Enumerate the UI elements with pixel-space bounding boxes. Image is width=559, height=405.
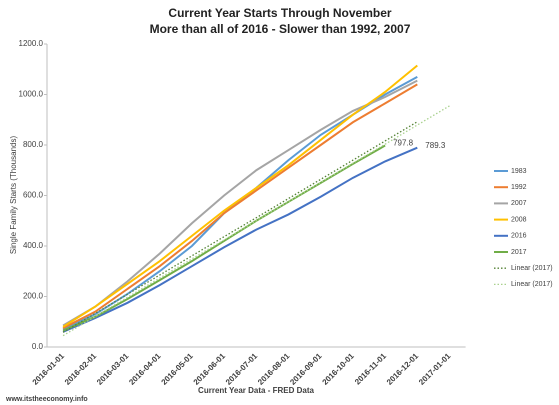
footer: www.itstheeconomy.info [5,396,88,403]
series-line [62,79,418,327]
legend-label: 1983 [511,168,527,175]
legend-label: Linear (2017) [511,281,553,288]
y-tick-label: 200.0 [23,292,44,301]
series-line [62,105,450,337]
y-axis-title: Single Family Starts (Thousands) [9,136,18,255]
x-tick-label: 2016-11-01 [353,351,388,386]
data-label: 797.8 [393,139,414,148]
x-axis-title: Current Year Data - FRED Data [198,386,314,395]
series-line [62,121,418,333]
x-tick-label: 2016-10-01 [321,351,357,387]
legend-label: 2016 [511,233,527,240]
legend-label: 2017 [511,249,527,256]
y-tick-label: 600.0 [23,191,44,200]
x-tick-label: 2016-02-01 [63,351,99,387]
x-tick-label: 2016-07-01 [224,351,260,387]
data-label: 789.3 [425,141,446,150]
chart-title: Current Year Starts Through November [168,6,391,20]
y-tick-label: 400.0 [23,241,44,250]
x-tick-label: 2016-04-01 [127,351,163,387]
series-line [62,144,386,332]
x-tick-label: 2016-05-01 [160,351,196,387]
y-tick-label: 0.0 [32,342,44,351]
legend-label: 1992 [511,184,527,191]
series-line [62,146,418,333]
series-line [62,64,418,328]
chart-subtitle: More than all of 2016 - Slower than 1992… [150,22,411,36]
y-tick-label: 800.0 [23,140,44,149]
series-line [62,83,418,329]
x-tick-label: 2016-08-01 [256,351,292,387]
x-tick-label: 2017-01-01 [417,351,453,387]
legend-label: 2008 [511,216,527,223]
x-tick-label: 2016-12-01 [385,351,421,387]
x-tick-label: 2016-01-01 [31,351,67,387]
y-tick-label: 1200.0 [19,39,44,48]
x-tick-label: 2016-09-01 [288,351,324,387]
legend-label: 2007 [511,200,527,207]
x-tick-label: 2016-06-01 [192,351,228,387]
legend-label: Linear (2017) [511,265,553,272]
x-tick-label: 2016-03-01 [95,351,131,387]
y-tick-label: 1000.0 [19,90,44,99]
